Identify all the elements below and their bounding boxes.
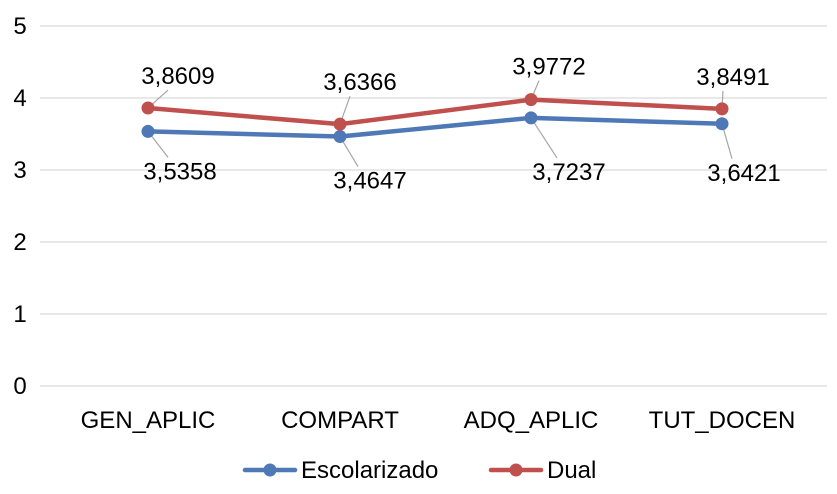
point-escolarizado-tut-docen — [715, 117, 729, 131]
data-label-dual-gen-aplic: 3,8609 — [141, 63, 214, 90]
legend-label-dual: Dual — [547, 457, 596, 484]
point-dual-adq-aplic — [524, 93, 538, 107]
point-dual-tut-docen — [715, 102, 729, 116]
y-tick-label-5: 5 — [13, 13, 26, 40]
data-label-dual-compart: 3,6366 — [323, 69, 396, 96]
data-label-dual-tut-docen: 3,8491 — [696, 64, 769, 91]
point-dual-gen-aplic — [141, 101, 155, 115]
legend-marker-escolarizado — [263, 463, 277, 477]
data-label-escolarizado-tut-docen: 3,6421 — [707, 160, 780, 187]
data-label-escolarizado-compart: 3,4647 — [333, 168, 406, 195]
x-axis-category-labels: GEN_APLIC COMPART ADQ_APLIC TUT_DOCEN — [81, 407, 796, 434]
x-category-label-tut-docen: TUT_DOCEN — [649, 407, 796, 434]
y-tick-label-2: 2 — [13, 229, 26, 256]
point-escolarizado-adq-aplic — [524, 111, 538, 125]
data-label-escolarizado-gen-aplic: 3,5358 — [143, 158, 216, 185]
point-escolarizado-gen-aplic — [141, 124, 155, 138]
legend-label-escolarizado: Escolarizado — [301, 457, 438, 484]
data-label-dual-adq-aplic: 3,9772 — [512, 54, 585, 81]
y-tick-label-0: 0 — [13, 373, 26, 400]
leader-line-escolarizado-2 — [530, 117, 558, 159]
series-points — [141, 93, 729, 144]
x-category-label-adq-aplic: ADQ_APLIC — [464, 407, 599, 434]
y-axis-tick-labels: 0 1 2 3 4 5 — [13, 13, 26, 400]
y-tick-label-4: 4 — [13, 85, 26, 112]
y-tick-label-1: 1 — [13, 301, 26, 328]
point-escolarizado-compart — [333, 130, 347, 144]
legend-marker-dual — [509, 463, 523, 477]
legend: Escolarizado Dual — [242, 457, 596, 484]
data-label-escolarizado-adq-aplic: 3,7237 — [532, 159, 605, 186]
gridlines — [40, 25, 827, 387]
series-line-dual — [145, 97, 725, 127]
x-category-label-compart: COMPART — [281, 407, 399, 434]
point-dual-compart — [333, 117, 347, 131]
y-tick-label-3: 3 — [13, 157, 26, 184]
series-lines — [145, 97, 725, 139]
x-category-label-gen-aplic: GEN_APLIC — [81, 407, 216, 434]
data-labels: 3,5358 3,4647 3,7237 3,6421 3,8609 3,6366 3,97… — [141, 54, 780, 195]
series-line-escolarizado — [145, 115, 725, 139]
